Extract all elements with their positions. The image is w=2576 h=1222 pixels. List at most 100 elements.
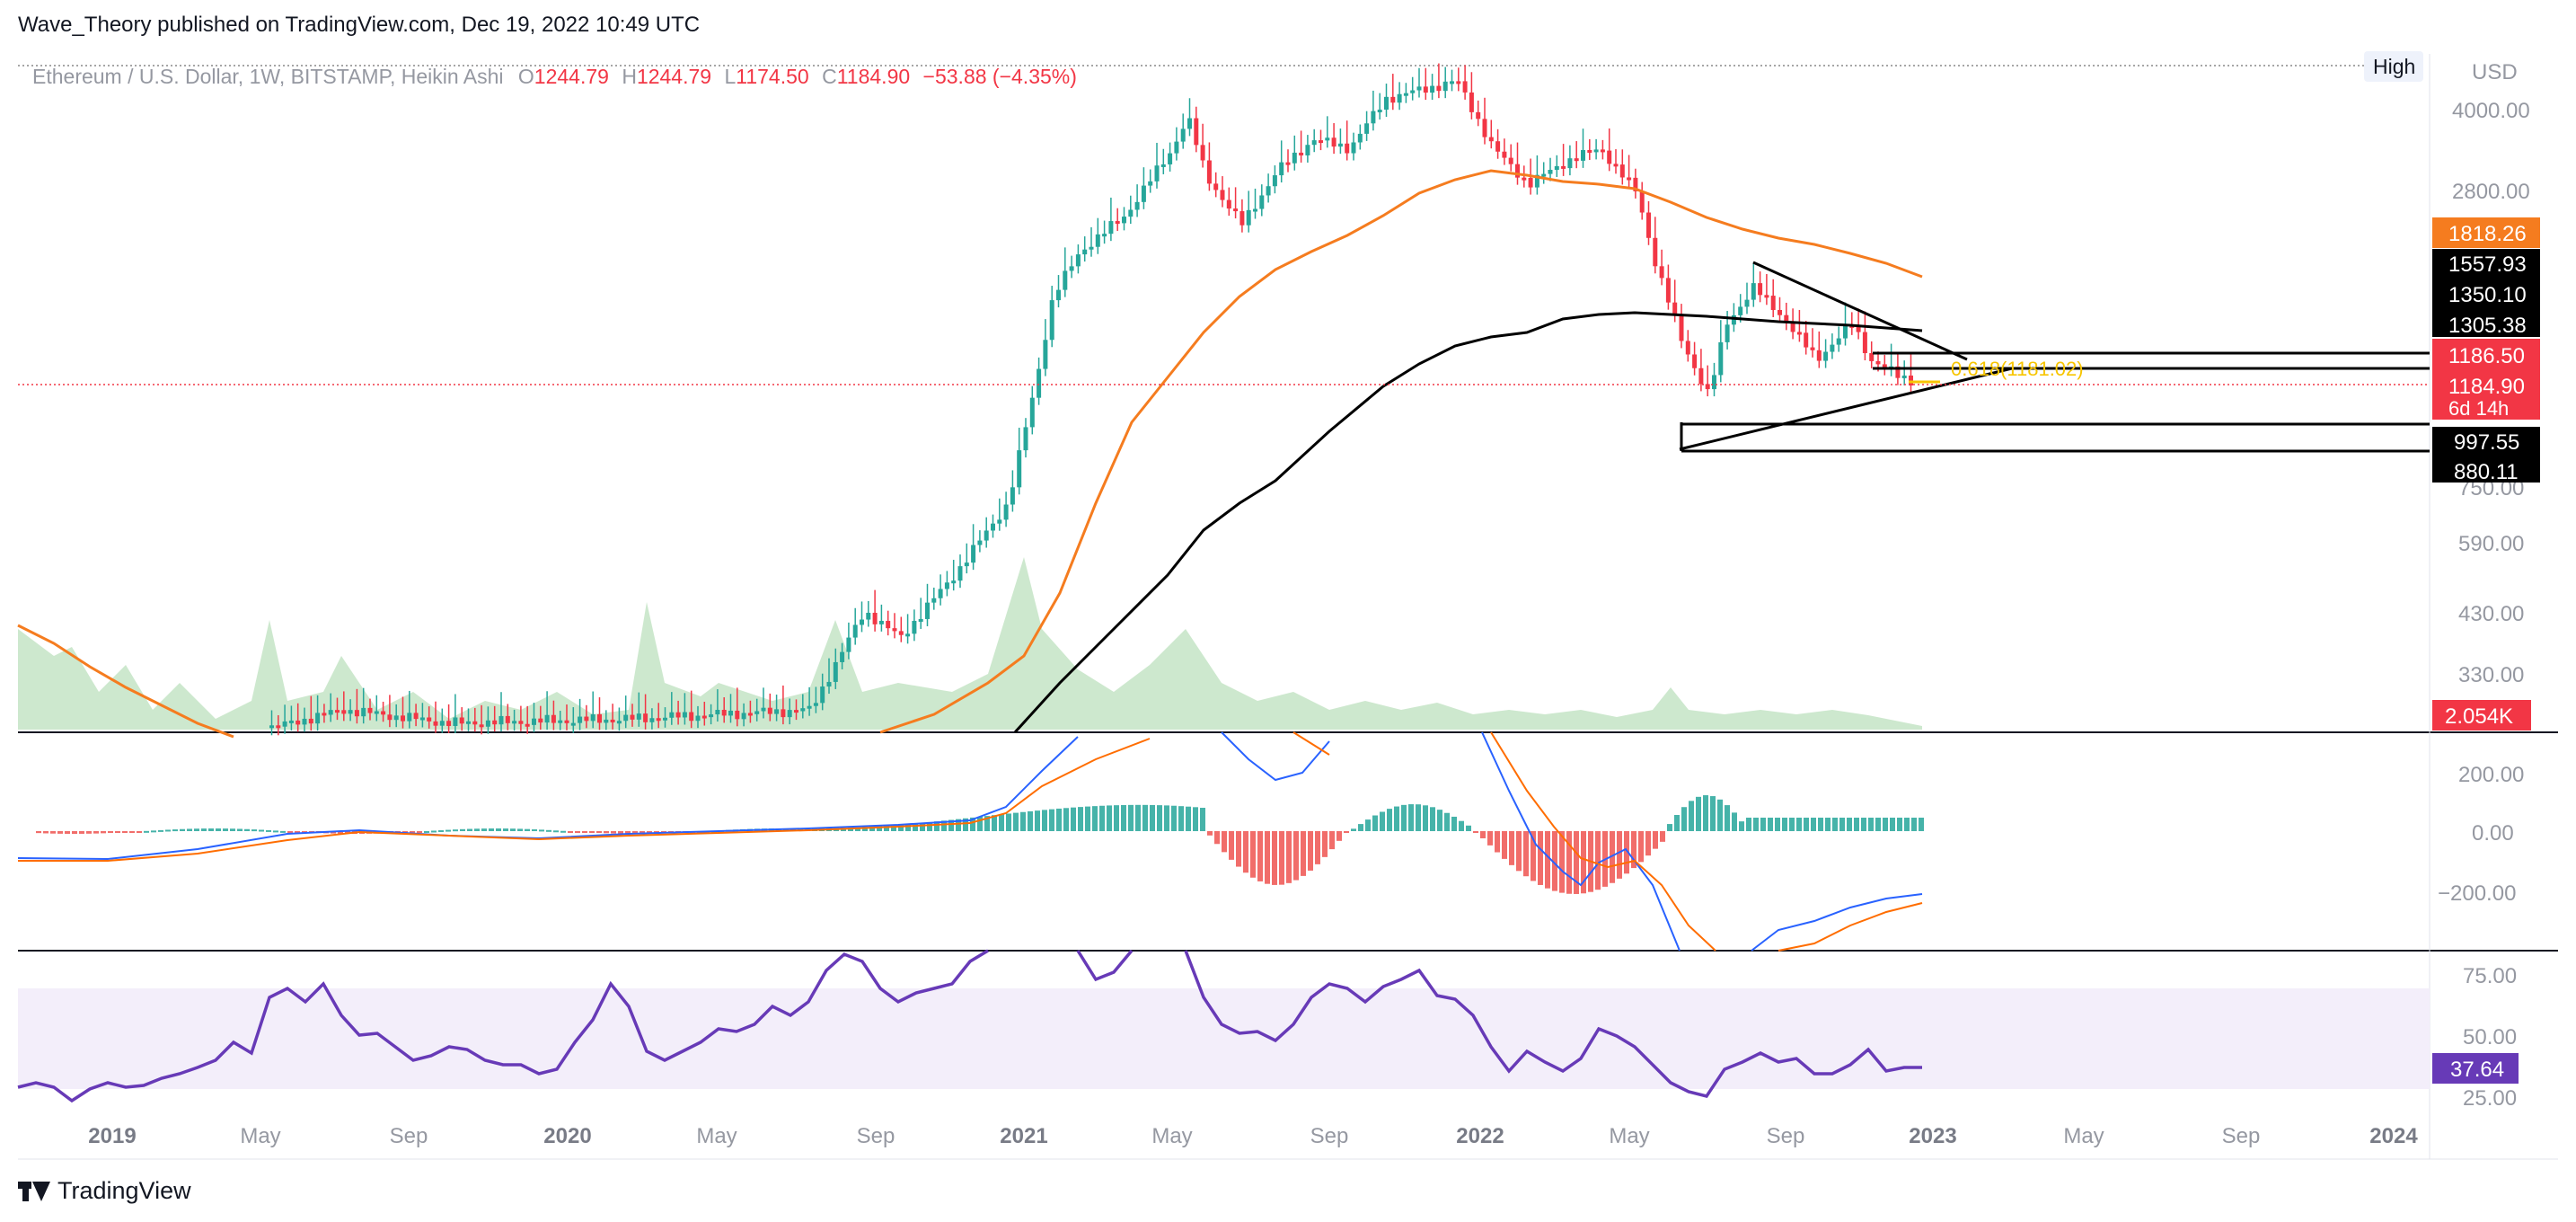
macd-bar (1911, 818, 1917, 831)
time-tick: 2023 (1909, 1124, 1956, 1148)
rsi-axis[interactable]: 75.00 50.00 25.00 37.64 (2432, 964, 2519, 1111)
candle-body (1037, 368, 1042, 398)
volume-tag (2432, 700, 2531, 731)
price-axis[interactable]: 4000.00 2800.00 750.00 590.00 430.00 330… (2452, 99, 2530, 687)
candle-body (302, 718, 307, 725)
macd-axis[interactable]: 200.00 0.00 −200.00 (2438, 763, 2524, 906)
macd-bar (151, 830, 156, 833)
macd-bar (1401, 804, 1407, 831)
macd-bar (72, 831, 77, 834)
macd-bar (941, 820, 947, 831)
macd-bar (43, 831, 49, 834)
macd-bar (1085, 806, 1090, 831)
candle-body (767, 707, 772, 714)
candle-body (878, 620, 884, 624)
macd-bar (1114, 805, 1119, 831)
macd-bar (302, 831, 307, 833)
candle-body (872, 612, 878, 624)
candle-body (1410, 90, 1416, 93)
macd-bar (1825, 818, 1831, 831)
macd-bar (510, 828, 516, 831)
macd-bar (1372, 815, 1378, 831)
candle-body (525, 723, 530, 727)
triangle-upper-line[interactable] (1752, 261, 1968, 361)
macd-bar (1243, 831, 1248, 873)
candle-body (1017, 450, 1022, 488)
macd-bar (1006, 813, 1011, 831)
candle-body (1895, 366, 1901, 378)
candle-body (826, 681, 832, 687)
candle-body (401, 715, 405, 722)
macd-bar (1566, 831, 1572, 894)
candle-body (1102, 234, 1107, 237)
candle-body (1233, 208, 1239, 212)
time-tick: Sep (857, 1124, 895, 1148)
candle-body (407, 713, 412, 722)
candle-body (1430, 85, 1435, 93)
candle-body (1056, 289, 1061, 301)
candle-body (721, 710, 727, 716)
macd-bar (1056, 808, 1062, 831)
candle-body (1194, 118, 1199, 146)
candle-body (1869, 353, 1875, 361)
macd-bar (1674, 815, 1680, 831)
high-badge[interactable] (2364, 51, 2423, 82)
price-tag-text: 880.11 (2454, 460, 2519, 484)
candle-body (597, 713, 602, 723)
candle-body (288, 720, 294, 723)
macd-bar (266, 829, 271, 832)
macd-bar (1732, 812, 1737, 831)
candle-body (1534, 174, 1539, 188)
macd-bar (194, 828, 199, 831)
candle-body (1357, 133, 1363, 143)
candle-body (1174, 141, 1179, 154)
macd-bar (410, 831, 415, 833)
candle-body (1830, 344, 1835, 352)
candle-body (315, 713, 321, 724)
macd-bar (165, 829, 171, 832)
candle-body (439, 721, 445, 726)
time-tick: Sep (390, 1124, 428, 1148)
macd-bar (1782, 818, 1787, 831)
candle-body (1823, 351, 1829, 361)
macd-bar (1286, 831, 1292, 883)
candles-layer[interactable] (269, 63, 1913, 736)
candle-body (570, 722, 576, 726)
candle-body (446, 721, 452, 726)
candle-body (374, 711, 379, 714)
candle-body (984, 530, 989, 541)
candle-body (781, 709, 786, 718)
price-tag (2432, 427, 2540, 483)
time-tick: May (1609, 1124, 1649, 1148)
macd-bar (1028, 810, 1033, 831)
footer-brand[interactable]: TradingView (18, 1177, 191, 1205)
candle-body (1063, 270, 1068, 290)
macd-bar (1178, 806, 1184, 831)
macd-bar (223, 828, 228, 831)
macd-bar (1142, 804, 1148, 831)
macd-bar (259, 829, 264, 832)
macd-bar (295, 831, 300, 833)
macd-bar (1516, 831, 1522, 872)
candle-body (761, 707, 766, 712)
candle-body (1574, 158, 1579, 162)
candle-body (1397, 93, 1402, 103)
price-tags: 1818.26 1557.93 1350.10 1305.38 1186.50 … (2432, 217, 2540, 731)
triangle-lower-line[interactable] (1679, 367, 2013, 451)
candle-body (774, 709, 780, 714)
macd-bar (1121, 804, 1126, 831)
candle-body (820, 686, 825, 704)
macd-bar (1387, 809, 1392, 831)
legend-h-label: H (622, 65, 637, 88)
macd-bar (1451, 816, 1457, 831)
candle-body (1122, 217, 1126, 224)
macd-bar (115, 831, 120, 833)
candle-body (335, 710, 340, 713)
macd-bar (877, 826, 882, 831)
time-axis[interactable]: 2019 May Sep 2020 May Sep 2021 May Sep 2022 May Sep… (88, 1124, 2418, 1148)
macd-bar (1193, 807, 1198, 831)
macd-bar (122, 831, 128, 833)
candle-body (328, 710, 333, 715)
candle-body (709, 714, 714, 718)
